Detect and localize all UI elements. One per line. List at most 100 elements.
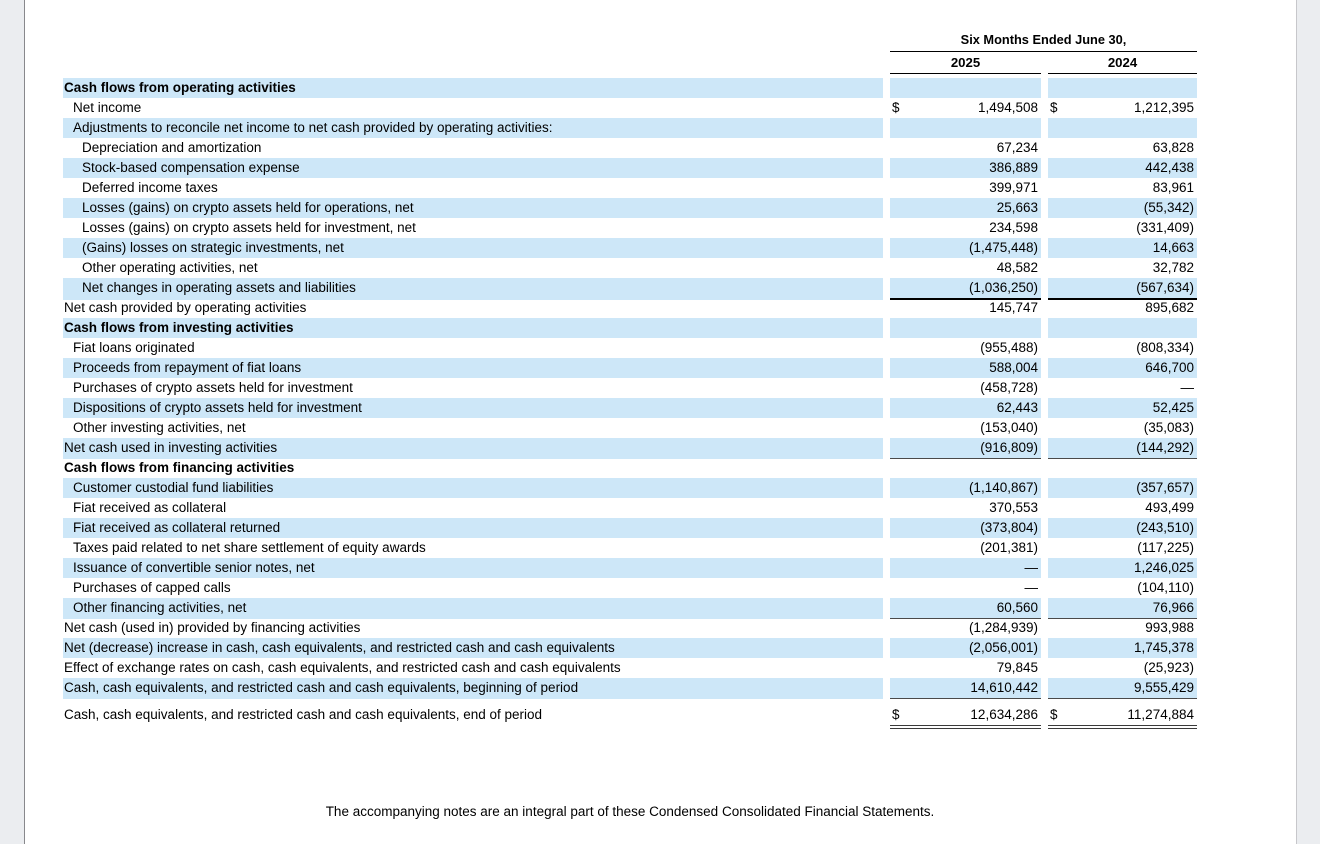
value-2024: 442,438 xyxy=(1048,158,1197,178)
value-2025: (1,284,939) xyxy=(890,618,1041,640)
amount: 48,582 xyxy=(996,260,1038,275)
amount: 442,438 xyxy=(1145,160,1194,175)
value-2025 xyxy=(890,78,1041,98)
row-label: Cash flows from investing activities xyxy=(63,318,883,338)
row-label: Effect of exchange rates on cash, cash e… xyxy=(64,660,621,675)
cash-flow-statement: Six Months Ended June 30, 2025 2024 Cash… xyxy=(63,33,1197,819)
table-row: Net cash (used in) provided by financing… xyxy=(63,618,1197,640)
value-2025: (153,040) xyxy=(890,418,1041,440)
amount: (458,728) xyxy=(980,380,1038,395)
table-row: Net cash used in investing activities (91… xyxy=(63,438,1197,459)
row-label: Cash, cash equivalents, and restricted c… xyxy=(64,707,543,722)
amount: 386,889 xyxy=(989,160,1038,175)
value-2024: (55,342) xyxy=(1048,198,1197,218)
row-label: Proceeds from repayment of fiat loans xyxy=(63,358,883,378)
amount: (955,488) xyxy=(980,340,1038,355)
value-2024: 1,745,378 xyxy=(1048,638,1197,658)
table-row: Dispositions of crypto assets held for i… xyxy=(63,398,1197,418)
value-2025: (955,488) xyxy=(890,338,1041,358)
amount: (331,409) xyxy=(1136,220,1194,235)
value-2025: 588,004 xyxy=(890,358,1041,378)
row-label: Taxes paid related to net share settleme… xyxy=(73,540,426,555)
value-2025: $12,634,286 xyxy=(890,704,1041,729)
year-2024-header: 2024 xyxy=(1048,55,1197,74)
value-2025 xyxy=(890,118,1041,138)
footer-note: The accompanying notes are an integral p… xyxy=(325,804,935,819)
amount: — xyxy=(1024,560,1039,575)
table-body: Cash flows from operating activities Net … xyxy=(63,78,1197,729)
amount: (243,510) xyxy=(1136,520,1194,535)
amount: 67,234 xyxy=(996,140,1038,155)
table-row: Fiat loans originated (955,488) (808,334) xyxy=(63,338,1197,358)
amount: 76,966 xyxy=(1152,600,1194,615)
amount: — xyxy=(1024,580,1039,595)
value-2025: (916,809) xyxy=(890,438,1041,459)
amount: 145,747 xyxy=(989,300,1038,315)
amount: (1,475,448) xyxy=(968,240,1038,255)
amount: (2,056,001) xyxy=(968,640,1038,655)
amount: 234,598 xyxy=(989,220,1038,235)
amount: 895,682 xyxy=(1145,300,1194,315)
amount: 60,560 xyxy=(996,600,1038,615)
value-2025: 370,553 xyxy=(890,498,1041,518)
row-label: Cash, cash equivalents, and restricted c… xyxy=(63,678,883,699)
row-label: Stock-based compensation expense xyxy=(63,158,883,178)
amount: 646,700 xyxy=(1145,360,1194,375)
amount: 79,845 xyxy=(996,660,1038,675)
table-row: Taxes paid related to net share settleme… xyxy=(63,538,1197,558)
amount: (373,804) xyxy=(980,520,1038,535)
amount: 1,212,395 xyxy=(1133,100,1194,115)
table-row: Depreciation and amortization 67,234 63,82… xyxy=(63,138,1197,158)
table-row: Losses (gains) on crypto assets held for… xyxy=(63,218,1197,238)
amount: 9,555,429 xyxy=(1133,680,1194,695)
value-2024: 63,828 xyxy=(1048,138,1197,158)
table-row: Losses (gains) on crypto assets held for… xyxy=(63,198,1197,218)
document-page: Six Months Ended June 30, 2025 2024 Cash… xyxy=(24,0,1297,844)
table-row: Deferred income taxes 399,971 83,961 xyxy=(63,178,1197,198)
dollar-sign: $ xyxy=(892,100,900,115)
row-label: Deferred income taxes xyxy=(82,180,218,195)
table-row: Effect of exchange rates on cash, cash e… xyxy=(63,658,1197,678)
amount: 32,782 xyxy=(1152,260,1194,275)
table-row: Other investing activities, net (153,040)… xyxy=(63,418,1197,440)
value-2025: 79,845 xyxy=(890,658,1041,678)
table-row: Net changes in operating assets and liab… xyxy=(63,278,1197,300)
table-row: Other operating activities, net 48,582 32,… xyxy=(63,258,1197,278)
amount: (104,110) xyxy=(1137,580,1194,595)
row-label: Fiat received as collateral xyxy=(73,500,227,515)
amount: (55,342) xyxy=(1143,200,1194,215)
value-2024: 14,663 xyxy=(1048,238,1197,258)
value-2024: 895,682 xyxy=(1048,298,1197,319)
value-2024: (35,083) xyxy=(1048,418,1197,440)
row-label: Losses (gains) on crypto assets held for… xyxy=(63,198,883,218)
value-2025: (1,475,448) xyxy=(890,238,1041,258)
value-2025: 234,598 xyxy=(890,218,1041,238)
value-2024: 83,961 xyxy=(1048,178,1197,198)
row-label: Net cash provided by operating activitie… xyxy=(64,300,307,315)
table-row: Cash flows from operating activities xyxy=(63,78,1197,98)
row-label: Net (decrease) increase in cash, cash eq… xyxy=(63,638,883,658)
row-label: Adjustments to reconcile net income to n… xyxy=(63,118,883,138)
row-label: Other operating activities, net xyxy=(82,260,258,275)
value-2024: $11,274,884 xyxy=(1048,704,1197,729)
value-2025: — xyxy=(890,578,1041,598)
table-row: Other financing activities, net 60,560 76,… xyxy=(63,598,1197,619)
value-2024: 9,555,429 xyxy=(1048,678,1197,699)
row-label: Fiat received as collateral returned xyxy=(63,518,883,538)
row-label: Net changes in operating assets and liab… xyxy=(63,278,883,300)
value-2024: 646,700 xyxy=(1048,358,1197,378)
dollar-sign: $ xyxy=(1050,707,1058,722)
value-2025: (1,036,250) xyxy=(890,278,1041,300)
amount: 83,961 xyxy=(1152,180,1194,195)
table-row: Fiat received as collateral 370,553 493,49… xyxy=(63,498,1197,518)
amount: (1,140,867) xyxy=(968,480,1038,495)
row-label: Other financing activities, net xyxy=(63,598,883,619)
value-2024: 1,246,025 xyxy=(1048,558,1197,578)
amount: 25,663 xyxy=(996,200,1038,215)
table-row: Cash, cash equivalents, and restricted c… xyxy=(63,704,1197,729)
value-2025: 145,747 xyxy=(890,298,1041,319)
value-2025: 14,610,442 xyxy=(890,678,1041,699)
value-2024: (25,923) xyxy=(1048,658,1197,678)
amount: 493,499 xyxy=(1145,500,1194,515)
amount: (808,334) xyxy=(1136,340,1194,355)
